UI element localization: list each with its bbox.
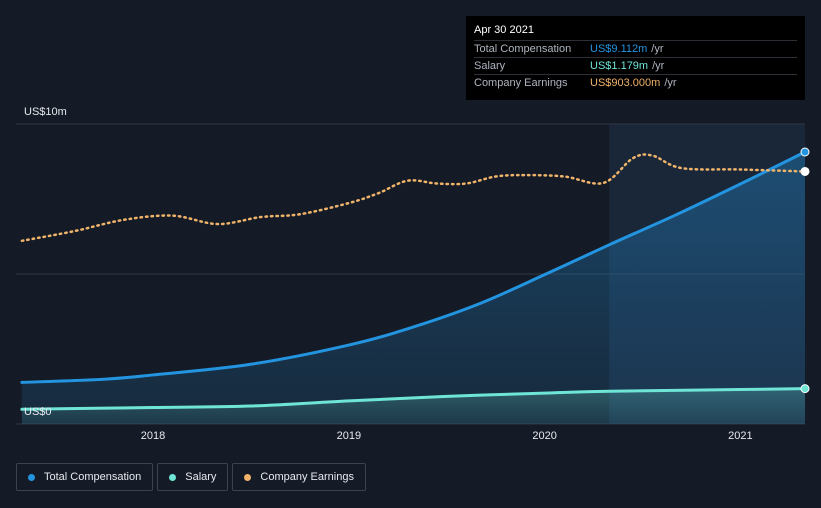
- tooltip-row-label: Total Compensation: [474, 43, 572, 55]
- tooltip-row-unit: /yr: [652, 60, 665, 72]
- x-tick-label: 2019: [336, 430, 362, 442]
- tooltip-row-company-earnings: Company Earnings US$903.000m /yr: [474, 74, 797, 91]
- tooltip: Apr 30 2021 Total Compensation US$9.112m…: [466, 16, 805, 100]
- tooltip-row-unit: /yr: [651, 43, 664, 55]
- x-tick-label: 2020: [532, 430, 557, 442]
- y-axis-top-label: US$10m: [24, 106, 67, 118]
- total-compensation-end-marker: [800, 147, 810, 157]
- legend-label: Total Compensation: [44, 471, 142, 483]
- tooltip-row-salary: Salary US$1.179m /yr: [474, 57, 797, 74]
- salary-end-marker: [800, 384, 810, 394]
- tooltip-row-label: Company Earnings: [474, 77, 568, 89]
- salary-area: [21, 388, 805, 424]
- company-earnings-end-marker: [800, 166, 810, 176]
- total-compensation-line: [20, 150, 807, 384]
- legend-item-salary[interactable]: Salary: [157, 463, 229, 491]
- x-tick-label: 2018: [140, 430, 166, 442]
- legend-dot-icon: [244, 473, 252, 481]
- chart-legend: Total Compensation Salary Company Earnin…: [16, 463, 366, 491]
- area-fills: [21, 152, 805, 424]
- tooltip-row-unit: /yr: [664, 77, 677, 89]
- legend-label: Company Earnings: [260, 471, 354, 483]
- legend-dot-icon: [28, 473, 35, 481]
- y-axis-bottom-label: US$0: [24, 406, 52, 418]
- legend-label: Salary: [185, 471, 217, 483]
- tooltip-row-value: US$1.179m: [590, 60, 649, 72]
- legend-item-company-earnings[interactable]: Company Earnings: [232, 463, 366, 491]
- legend-item-total-compensation[interactable]: Total Compensation: [16, 463, 154, 491]
- series-lines: [20, 150, 807, 411]
- tooltip-row-value: US$903.000m: [590, 77, 661, 89]
- total-compensation-area: [21, 152, 805, 424]
- salary-line: [20, 387, 807, 411]
- tooltip-row-total-compensation: Total Compensation US$9.112m /yr: [474, 40, 797, 57]
- end-markers: [800, 147, 810, 394]
- x-tick-label: 2021: [728, 430, 753, 442]
- tooltip-date: Apr 30 2021: [474, 24, 534, 36]
- company-earnings-line: [20, 153, 807, 243]
- legend-dot-icon: [169, 473, 177, 481]
- tooltip-row-label: Salary: [474, 60, 506, 72]
- tooltip-row-value: US$9.112m: [590, 43, 648, 55]
